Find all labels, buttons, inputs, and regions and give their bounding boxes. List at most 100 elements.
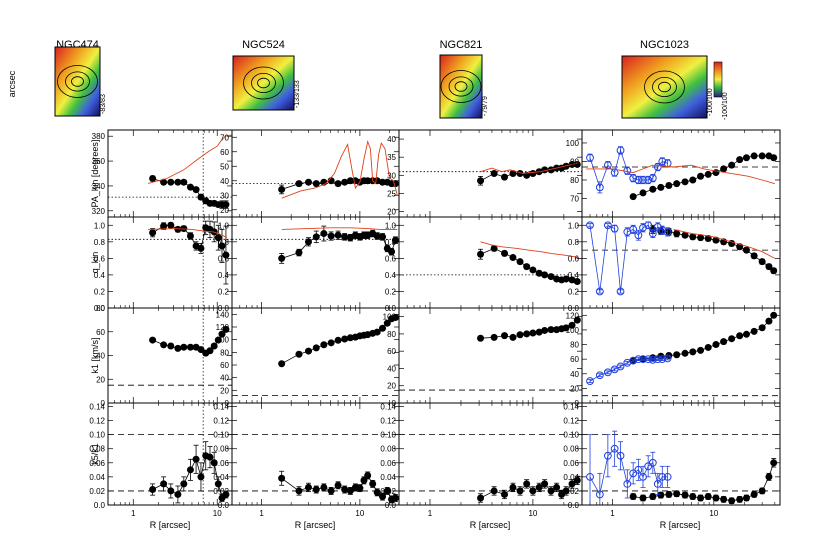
data-point (295, 487, 303, 495)
y-tick-label: 0.10 (89, 431, 105, 440)
data-point (770, 267, 778, 275)
y-tick-label: 120 (216, 323, 230, 332)
y-tick-label: 60 (220, 361, 229, 370)
series-line (589, 358, 668, 382)
map-contour (644, 70, 685, 104)
panel-frame (581, 402, 781, 506)
data-point (341, 178, 349, 186)
data-point-open (616, 287, 625, 296)
data-point (174, 490, 182, 498)
x-tick-label: 10 (213, 509, 222, 518)
data-point (758, 258, 766, 266)
series-line (589, 448, 668, 496)
data-point (160, 222, 168, 230)
data-point-open (634, 355, 643, 364)
y-tick-label: 80 (570, 341, 579, 350)
velocity-map (54, 46, 101, 117)
data-point (180, 225, 188, 233)
map-contour (454, 81, 468, 92)
x-axis-label: R [arcsec] (470, 520, 511, 530)
data-point (689, 233, 697, 241)
y-tick-label: 40 (387, 135, 396, 144)
data-point (720, 338, 728, 346)
data-point (192, 455, 200, 463)
panel-content (582, 221, 780, 296)
data-point (218, 242, 226, 250)
data-point (562, 324, 570, 332)
y-tick-label: 60 (96, 328, 105, 337)
data-point (206, 347, 214, 355)
panel-frame (398, 216, 583, 309)
data-point (388, 248, 396, 256)
data-point (639, 494, 647, 502)
map-contour (251, 73, 276, 94)
data-point-open (603, 221, 612, 230)
data-point (673, 230, 681, 238)
data-point (346, 487, 354, 495)
y-tick-label: 0.04 (89, 473, 105, 482)
data-point-open (616, 362, 625, 371)
data-point (770, 154, 778, 162)
panel-frame (581, 307, 781, 404)
y-tick-label: 0.08 (213, 445, 229, 454)
data-point (295, 350, 303, 358)
data-point (501, 490, 509, 498)
data-point (278, 360, 286, 368)
data-point (369, 480, 377, 488)
panel-content (232, 314, 399, 396)
data-point-open (610, 224, 619, 233)
y-tick-label: 0.14 (563, 403, 579, 412)
y-tick-label: 0.4 (218, 271, 230, 280)
panel-content (108, 130, 232, 217)
data-point (529, 170, 537, 177)
velocity-range-label: -83/83 (100, 94, 107, 114)
data-point (167, 221, 175, 229)
data-point (197, 346, 205, 354)
map-contour (658, 81, 671, 93)
series-line (633, 315, 775, 361)
data-point-open (634, 231, 643, 240)
data-point-open (653, 479, 662, 488)
data-point (197, 473, 205, 481)
data-point (673, 351, 681, 359)
data-point-open (658, 472, 667, 481)
data-point (541, 480, 549, 488)
data-point (477, 494, 485, 502)
panel-NGC1023-k5/k1: 0.0 0.02 0.04 0.06 0.08 0.10 0.12 0.14 1 10 (563, 402, 781, 518)
y-tick-label: 25 (387, 189, 396, 198)
data-point (529, 329, 537, 337)
data-point (770, 311, 778, 319)
data-point (334, 180, 342, 188)
y-tick-label: 1.0 (385, 221, 397, 230)
velocity-range-label: -79/79 (482, 96, 489, 116)
data-point (535, 328, 543, 336)
map-contour (440, 70, 482, 103)
data-point (501, 332, 509, 340)
row-ylabel: k5/k1 (90, 443, 100, 465)
data-point-open (595, 490, 604, 499)
y-tick-label: 20 (387, 382, 396, 391)
data-point (341, 335, 349, 343)
data-point (697, 234, 705, 242)
velocity-range-label: -133/133 (294, 80, 301, 108)
panel-content (399, 241, 582, 286)
data-point (383, 487, 391, 495)
data-point (210, 459, 218, 467)
data-point-open (634, 176, 643, 184)
data-point (334, 336, 342, 344)
y-tick-label: 0.08 (89, 445, 105, 454)
data-point (149, 336, 157, 344)
data-point-open (658, 226, 667, 235)
data-point (477, 334, 485, 342)
data-point (720, 165, 728, 173)
y-tick-label: 0.04 (380, 473, 396, 482)
x-tick-label: 1 (259, 509, 264, 518)
panel-content (399, 316, 582, 391)
y-tick-label: 0.12 (89, 417, 105, 426)
y-tick-label: 0.0 (94, 304, 106, 313)
data-point (174, 178, 182, 186)
y-tick-label: 60 (220, 148, 229, 157)
photometric-line (281, 227, 398, 230)
